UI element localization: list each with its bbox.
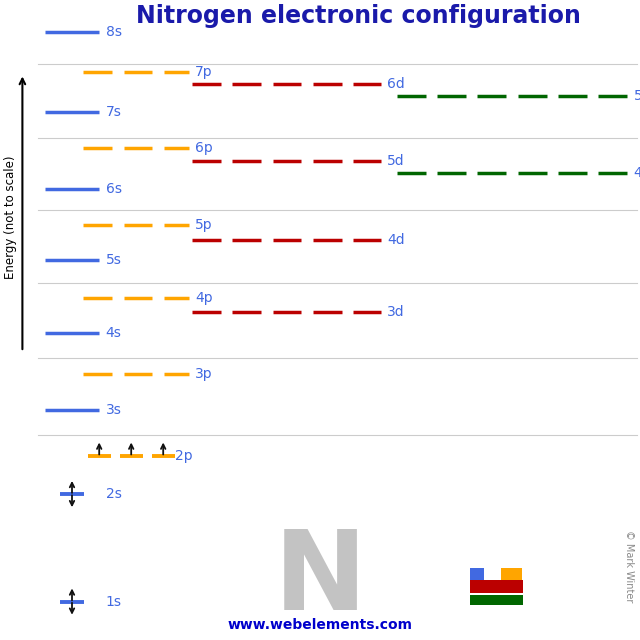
Text: 5p: 5p xyxy=(195,218,213,232)
Text: 6s: 6s xyxy=(106,182,122,196)
Text: www.webelements.com: www.webelements.com xyxy=(227,618,413,632)
Text: 6d: 6d xyxy=(387,77,405,92)
Bar xyxy=(470,568,484,580)
Text: 4f: 4f xyxy=(634,166,640,180)
Text: 6p: 6p xyxy=(195,141,213,156)
Text: 7s: 7s xyxy=(106,105,122,119)
Bar xyxy=(470,580,523,593)
Text: 5d: 5d xyxy=(387,154,405,168)
Text: 3d: 3d xyxy=(387,305,405,319)
Text: 4d: 4d xyxy=(387,233,405,247)
Text: 2s: 2s xyxy=(106,487,122,501)
Text: Nitrogen electronic configuration: Nitrogen electronic configuration xyxy=(136,4,581,28)
Text: 3s: 3s xyxy=(106,403,122,417)
Text: 7p: 7p xyxy=(195,65,213,79)
Bar xyxy=(501,568,522,580)
Text: Energy (not to scale): Energy (not to scale) xyxy=(4,156,17,279)
Text: © Mark Winter: © Mark Winter xyxy=(624,530,634,603)
Text: 2p: 2p xyxy=(175,449,193,463)
Text: 3p: 3p xyxy=(195,367,213,381)
Text: 8s: 8s xyxy=(106,25,122,39)
Text: 4p: 4p xyxy=(195,291,213,305)
Text: 4s: 4s xyxy=(106,326,122,340)
Bar xyxy=(470,595,523,605)
Text: N: N xyxy=(273,525,367,633)
Text: 5f: 5f xyxy=(634,89,640,103)
Text: 5s: 5s xyxy=(106,253,122,268)
Text: 1s: 1s xyxy=(106,595,122,609)
